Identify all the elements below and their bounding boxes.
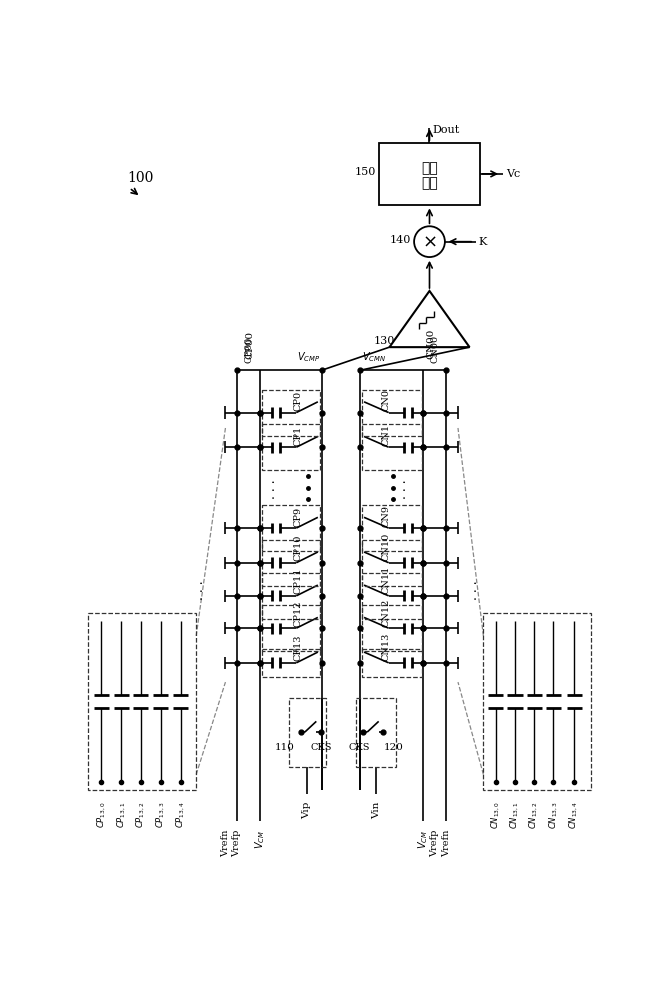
Text: CP1: CP1 (294, 425, 303, 446)
Bar (362, 389, 422, 436)
Text: CP12: CP12 (294, 600, 303, 627)
Bar (362, 605, 422, 651)
Text: $CN_{13,1}$: $CN_{13,1}$ (509, 801, 521, 829)
Text: $V_{CM}$: $V_{CM}$ (416, 830, 430, 849)
Text: 120: 120 (384, 743, 404, 752)
Text: CKS: CKS (311, 743, 332, 752)
Bar (262, 649, 320, 677)
Text: $CP_{13,0}$: $CP_{13,0}$ (95, 801, 107, 828)
Text: $CN_{13,4}$: $CN_{13,4}$ (568, 801, 580, 829)
Bar (262, 573, 320, 619)
Bar (262, 505, 320, 551)
Text: CP11: CP11 (294, 568, 303, 594)
Text: · · ·: · · · (400, 480, 413, 499)
Text: CP00: CP00 (245, 331, 255, 359)
Bar (362, 424, 422, 470)
Text: CP0: CP0 (294, 391, 303, 411)
Bar (362, 649, 422, 677)
Bar (262, 424, 320, 470)
Text: 100: 100 (127, 171, 153, 185)
Text: CN12: CN12 (382, 598, 391, 627)
Text: CN0: CN0 (382, 389, 391, 411)
Bar (262, 540, 320, 586)
Text: $CN_{13,3}$: $CN_{13,3}$ (548, 801, 560, 829)
Text: 130: 130 (373, 336, 395, 346)
Text: $\times$: $\times$ (422, 233, 437, 251)
Bar (379, 143, 479, 205)
Text: Vin: Vin (372, 801, 381, 819)
Text: CP00: CP00 (244, 336, 253, 363)
Text: CN13: CN13 (382, 633, 391, 661)
Bar (362, 573, 422, 619)
Bar (362, 540, 422, 586)
Text: 150: 150 (355, 167, 377, 177)
Text: CN11: CN11 (382, 566, 391, 594)
Bar (88, 613, 196, 790)
Text: $V_{CMN}$: $V_{CMN}$ (362, 350, 386, 364)
Text: CP13: CP13 (294, 635, 303, 661)
Bar (262, 389, 320, 436)
Text: CP9: CP9 (294, 506, 303, 527)
Text: CN9: CN9 (382, 505, 391, 527)
Text: $CP_{13,1}$: $CP_{13,1}$ (115, 801, 127, 828)
Text: Vc: Vc (506, 169, 520, 179)
Bar (356, 698, 396, 767)
Text: $CP_{13,3}$: $CP_{13,3}$ (154, 801, 167, 828)
Text: Vrefp: Vrefp (233, 830, 241, 857)
Text: Vip: Vip (302, 801, 312, 819)
Text: · · ·: · · · (198, 580, 210, 600)
Text: CN10: CN10 (382, 533, 391, 561)
Text: · · ·: · · · (471, 580, 484, 600)
Text: CP10: CP10 (294, 535, 303, 561)
Bar (262, 605, 320, 651)
Text: $V_{CMP}$: $V_{CMP}$ (297, 350, 320, 364)
Text: Vrefp: Vrefp (430, 830, 440, 857)
Text: Vrefn: Vrefn (221, 830, 230, 857)
Text: 电路: 电路 (421, 176, 438, 190)
Text: $CP_{13,4}$: $CP_{13,4}$ (174, 801, 187, 828)
Bar (288, 698, 326, 767)
Text: $V_{CM}$: $V_{CM}$ (253, 830, 267, 849)
Text: Vrefn: Vrefn (442, 830, 451, 857)
Text: 140: 140 (390, 235, 411, 245)
Bar (362, 505, 422, 551)
Text: K: K (479, 237, 487, 247)
Text: CN1: CN1 (382, 424, 391, 446)
Text: $CN_{13,2}$: $CN_{13,2}$ (528, 801, 540, 829)
Text: Dout: Dout (432, 125, 460, 135)
Bar (483, 613, 591, 790)
Text: $CP_{13,2}$: $CP_{13,2}$ (135, 801, 147, 828)
Text: 110: 110 (275, 743, 295, 752)
Text: · · ·: · · · (269, 480, 282, 499)
Text: CN00: CN00 (426, 328, 436, 359)
Text: CKS: CKS (349, 743, 370, 752)
Text: CN00: CN00 (430, 334, 440, 363)
Text: $CN_{13,0}$: $CN_{13,0}$ (489, 801, 502, 829)
Text: 处理: 处理 (421, 161, 438, 175)
